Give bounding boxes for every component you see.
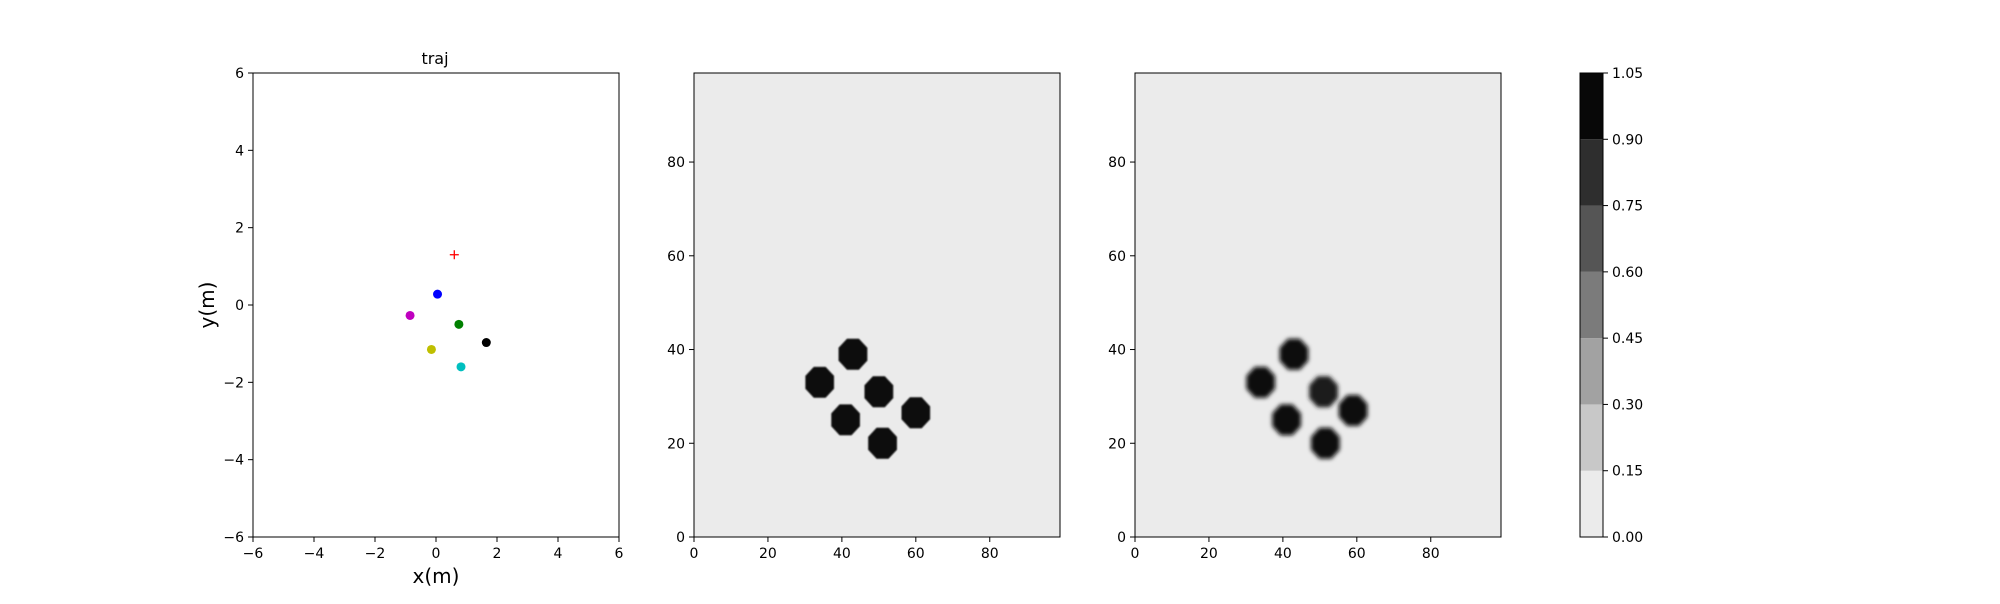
colorbar-band-0 [1580, 470, 1603, 537]
heatmap-1-y-tick-label-1: 20 [667, 436, 685, 452]
heatmap-1-blob-4 [831, 404, 860, 436]
traj-x-tick-label-2: −2 [365, 546, 386, 562]
heatmap-1-blob-5 [868, 427, 897, 459]
traj-x-tick-label-3: 0 [432, 546, 441, 562]
heatmap-2-y-tick-label-2: 40 [1108, 343, 1126, 359]
heatmap-2-background [1135, 73, 1501, 537]
heatmap-2-x-tick-label-3: 60 [1348, 546, 1366, 562]
heatmap-1-x-tick-label-2: 40 [833, 546, 851, 562]
colorbar-band-1 [1580, 404, 1603, 471]
heatmap-2-y-tick-label-4: 80 [1108, 155, 1126, 171]
heatmap-2-blob-0 [1279, 338, 1309, 370]
colorbar-bands [1580, 73, 1603, 537]
traj-x-ticks: −6 −4 −2 0 2 4 6 [243, 537, 624, 562]
colorbar-band-2 [1580, 338, 1603, 405]
traj-x-tick-label-6: 6 [615, 546, 624, 562]
colorbar-band-6 [1580, 73, 1603, 140]
colorbar-tick-label-4: 0.60 [1612, 265, 1643, 281]
traj-y-axis-label: y(m) [195, 282, 219, 329]
traj-x-tick-label-0: −6 [243, 546, 264, 562]
heatmap-1-y-ticks: 0 20 40 60 80 [667, 155, 694, 546]
traj-x-axis-label: x(m) [413, 564, 460, 588]
heatmap-1-blob-2 [864, 376, 894, 408]
traj-point-4 [426, 344, 436, 354]
traj-y-ticks: −6 −4 −2 0 2 4 6 [223, 66, 253, 546]
colorbar-band-4 [1580, 205, 1603, 272]
traj-y-tick-label-0: −6 [223, 530, 244, 546]
traj-point-2 [454, 319, 464, 329]
traj-plot-area [253, 73, 619, 537]
heatmap-2-blobs [1246, 338, 1368, 459]
heatmap-2-x-ticks: 0 20 40 60 80 [1131, 537, 1440, 562]
heatmap-1-frame [693, 72, 1061, 538]
heatmap-panel-2: 0 20 40 60 80 0 20 40 60 80 [1108, 72, 1502, 562]
traj-y-tick-label-2: −2 [223, 375, 244, 391]
traj-x-tick-label-5: 4 [554, 546, 563, 562]
colorbar-ticks: 0.00 0.15 0.30 0.45 0.60 0.75 0.90 1.05 [1603, 66, 1643, 546]
heatmap-2-x-tick-label-0: 0 [1131, 546, 1140, 562]
colorbar-band-3 [1580, 271, 1603, 339]
heatmap-panel-1: 0 20 40 60 80 0 20 40 60 80 [667, 72, 1061, 562]
heatmap-1-y-tick-label-0: 0 [676, 530, 685, 546]
heatmap-2-blob-2 [1309, 376, 1338, 408]
colorbar-tick-label-7: 1.05 [1612, 66, 1643, 82]
heatmap-1-x-tick-label-1: 20 [759, 546, 777, 562]
traj-points [405, 250, 491, 372]
traj-point-1 [405, 310, 415, 320]
colorbar-frame [1579, 72, 1604, 538]
traj-title: traj [421, 49, 448, 68]
heatmap-1-x-ticks: 0 20 40 60 80 [690, 537, 999, 562]
traj-y-tick-label-4: 2 [235, 221, 244, 237]
heatmap-1-y-tick-label-4: 80 [667, 155, 685, 171]
colorbar-tick-label-6: 0.90 [1612, 132, 1643, 148]
heatmap-1-x-tick-label-3: 60 [907, 546, 925, 562]
traj-point-5 [456, 362, 466, 372]
traj-y-tick-label-3: 0 [235, 298, 244, 314]
heatmap-2-blob-1 [1246, 366, 1275, 398]
heatmap-1-y-tick-label-2: 40 [667, 343, 685, 359]
colorbar-tick-label-1: 0.15 [1612, 464, 1643, 480]
heatmap-2-x-tick-label-4: 80 [1422, 546, 1440, 562]
heatmap-1-blob-1 [805, 366, 834, 398]
heatmap-1-blobs [805, 338, 931, 459]
heatmap-2-y-ticks: 0 20 40 60 80 [1108, 155, 1135, 546]
heatmap-1-x-tick-label-0: 0 [690, 546, 699, 562]
traj-y-tick-label-5: 4 [235, 143, 244, 159]
traj-point-3 [481, 338, 491, 348]
traj-point-0 [433, 289, 443, 299]
heatmap-2-y-tick-label-0: 0 [1117, 530, 1126, 546]
target-marker [449, 250, 459, 260]
traj-x-tick-label-1: −4 [304, 546, 325, 562]
heatmap-1-background [694, 73, 1060, 537]
heatmap-2-blob-3 [1338, 395, 1368, 426]
colorbar: 0.00 0.15 0.30 0.45 0.60 0.75 0.90 1.05 [1579, 66, 1643, 546]
traj-panel: traj −6 −4 −2 0 2 4 6 −6 −4 −2 0 2 4 6 x(m) y(m) [195, 49, 624, 588]
traj-y-tick-label-1: −4 [223, 453, 244, 469]
colorbar-tick-label-2: 0.30 [1612, 397, 1643, 413]
colorbar-tick-label-3: 0.45 [1612, 331, 1643, 347]
heatmap-2-blob-4 [1272, 404, 1301, 436]
traj-y-tick-label-6: 6 [235, 66, 244, 82]
heatmap-2-x-tick-label-2: 40 [1274, 546, 1292, 562]
traj-x-tick-label-4: 2 [493, 546, 502, 562]
heatmap-1-y-tick-label-3: 60 [667, 249, 685, 265]
heatmap-2-y-tick-label-1: 20 [1108, 436, 1126, 452]
heatmap-2-x-tick-label-1: 20 [1200, 546, 1218, 562]
heatmap-2-frame [1134, 72, 1502, 538]
colorbar-tick-label-5: 0.75 [1612, 199, 1643, 215]
heatmap-1-blob-3 [901, 397, 931, 429]
heatmap-2-blob-5 [1311, 427, 1340, 459]
colorbar-tick-label-0: 0.00 [1612, 530, 1643, 546]
heatmap-1-x-tick-label-4: 80 [981, 546, 999, 562]
heatmap-1-blob-0 [838, 338, 868, 370]
colorbar-band-5 [1580, 139, 1603, 206]
heatmap-2-y-tick-label-3: 60 [1108, 249, 1126, 265]
